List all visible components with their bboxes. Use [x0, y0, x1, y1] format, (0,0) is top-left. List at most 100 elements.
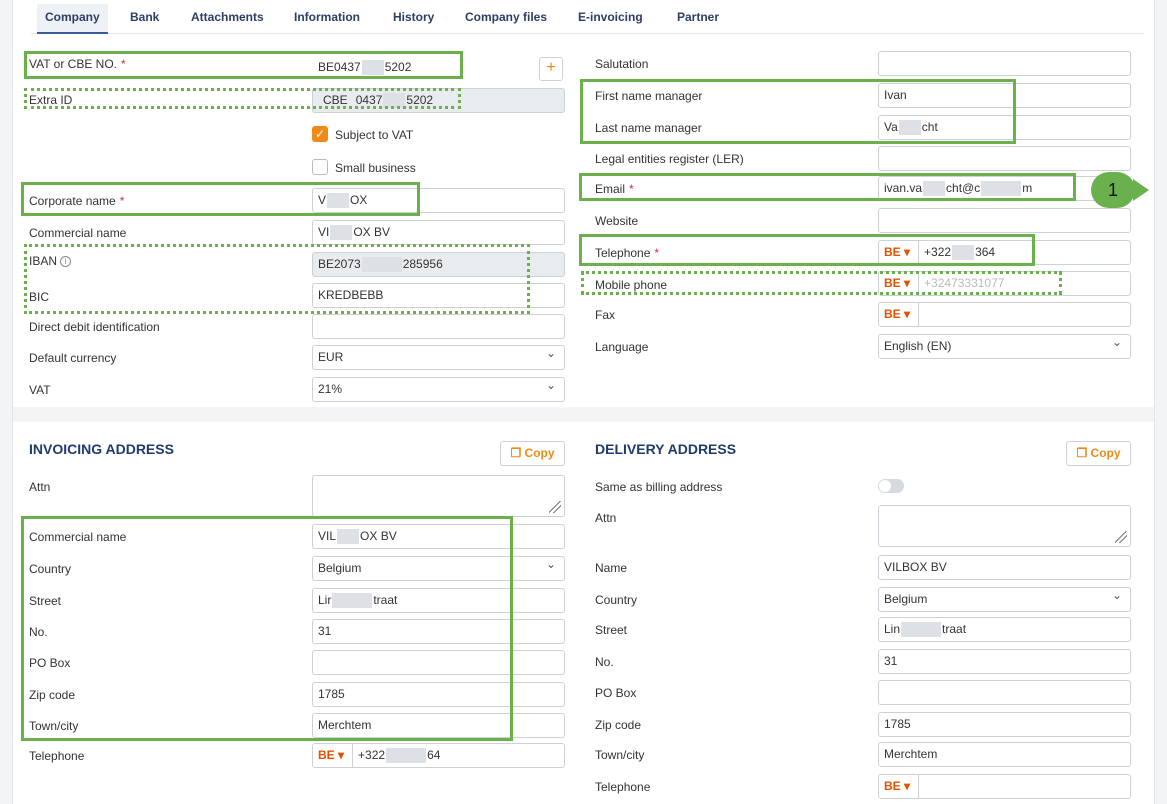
- mobile-phone-input[interactable]: BE ▾ +32473331077: [878, 271, 1131, 296]
- country-code-dropdown[interactable]: BE ▾: [884, 303, 920, 326]
- company-form-page: Company Bank Attachments Information His…: [12, 0, 1155, 804]
- country-code-dropdown[interactable]: BE ▾: [318, 744, 354, 767]
- del-zip-label: Zip code: [595, 718, 642, 732]
- del-town-label: Town/city: [595, 748, 645, 762]
- last-name-input[interactable]: Va cht: [878, 115, 1131, 140]
- default-currency-label: Default currency: [29, 351, 117, 365]
- del-zip-input[interactable]: 1785: [878, 712, 1131, 737]
- tab-e-invoicing[interactable]: E-invoicing: [578, 10, 643, 24]
- inv-country-label: Country: [29, 562, 72, 576]
- commercial-name-label: Commercial name: [29, 226, 127, 240]
- tab-attachments[interactable]: Attachments: [191, 10, 264, 24]
- del-street-input[interactable]: Lin traat: [878, 617, 1131, 642]
- salutation-input[interactable]: [878, 51, 1131, 76]
- same-as-billing-label: Same as billing address: [595, 480, 723, 494]
- inv-zip-label: Zip code: [29, 688, 76, 702]
- vat-rate-label: VAT: [29, 383, 51, 397]
- language-select[interactable]: English (EN): [878, 334, 1131, 359]
- ler-label: Legal entities register (LER): [595, 152, 744, 166]
- inv-commercial-name-input[interactable]: VIL OX BV: [312, 524, 565, 549]
- default-currency-select[interactable]: EUR: [312, 345, 565, 370]
- invoicing-address-title: INVOICING ADDRESS: [29, 441, 174, 457]
- del-telephone-label: Telephone: [595, 780, 651, 794]
- tab-company[interactable]: Company: [37, 4, 108, 34]
- direct-debit-input[interactable]: [312, 314, 565, 339]
- inv-no-input[interactable]: 31: [312, 619, 565, 644]
- add-vat-button[interactable]: +: [539, 57, 563, 81]
- inv-country-select[interactable]: Belgium: [312, 556, 565, 581]
- tab-bank[interactable]: Bank: [130, 10, 160, 24]
- del-name-input[interactable]: VILBOX BV: [878, 555, 1131, 580]
- iban-label: IBAN i: [29, 254, 72, 268]
- fax-label: Fax: [595, 308, 616, 322]
- fax-input[interactable]: BE ▾: [878, 302, 1131, 327]
- commercial-name-input[interactable]: VI OX BV: [312, 220, 565, 245]
- tab-bar: Company Bank Attachments Information His…: [31, 0, 1144, 34]
- inv-no-label: No.: [29, 625, 48, 639]
- inv-attn-label: Attn: [29, 480, 51, 494]
- country-code-dropdown[interactable]: BE ▾: [884, 241, 920, 264]
- del-street-label: Street: [595, 623, 628, 637]
- salutation-label: Salutation: [595, 57, 649, 71]
- del-country-select[interactable]: Belgium: [878, 587, 1131, 612]
- country-code-dropdown[interactable]: BE ▾: [884, 775, 920, 798]
- info-icon[interactable]: i: [60, 256, 72, 268]
- subject-to-vat-checkbox[interactable]: ✓: [312, 126, 328, 142]
- corporate-name-label: Corporate name *: [29, 194, 125, 208]
- telephone-input[interactable]: BE ▾ +322 364: [878, 240, 1131, 265]
- tab-company-files[interactable]: Company files: [465, 10, 548, 24]
- inv-po-box-label: PO Box: [29, 656, 71, 670]
- del-attn-label: Attn: [595, 511, 617, 525]
- copy-icon: ❐: [1076, 446, 1091, 460]
- del-town-input[interactable]: Merchtem: [878, 742, 1131, 767]
- del-no-input[interactable]: 31: [878, 649, 1131, 674]
- step-badge: 1: [1091, 172, 1149, 208]
- inv-street-label: Street: [29, 594, 62, 608]
- vat-input[interactable]: BE0437 5202: [312, 55, 462, 80]
- language-label: Language: [595, 340, 649, 354]
- first-name-label: First name manager: [595, 89, 703, 103]
- bic-label: BIC: [29, 290, 50, 304]
- inv-attn-textarea[interactable]: [312, 475, 565, 517]
- iban-input: BE2073 285956: [312, 252, 565, 277]
- direct-debit-label: Direct debit identification: [29, 320, 160, 334]
- email-input[interactable]: ivan.va cht@c m: [878, 176, 1131, 201]
- inv-commercial-name-label: Commercial name: [29, 530, 127, 544]
- inv-telephone-label: Telephone: [29, 749, 85, 763]
- ler-input[interactable]: [878, 146, 1131, 171]
- del-po-box-input[interactable]: [878, 680, 1131, 705]
- same-as-billing-toggle[interactable]: [878, 479, 904, 493]
- tab-partner[interactable]: Partner: [677, 10, 720, 24]
- inv-town-input[interactable]: Merchtem: [312, 713, 565, 738]
- tab-history[interactable]: History: [393, 10, 435, 24]
- copy-delivery-button[interactable]: ❐ Copy: [1066, 441, 1131, 466]
- del-po-box-label: PO Box: [595, 686, 637, 700]
- extra-id-label: Extra ID: [29, 93, 73, 107]
- del-no-label: No.: [595, 655, 614, 669]
- inv-town-label: Town/city: [29, 719, 79, 733]
- inv-telephone-input[interactable]: BE ▾ +322 64: [312, 743, 565, 768]
- small-business-checkbox[interactable]: [312, 159, 328, 175]
- vat-rate-select[interactable]: 21%: [312, 377, 565, 402]
- section-divider: [13, 407, 1154, 422]
- email-label: Email *: [595, 182, 634, 196]
- del-telephone-input[interactable]: BE ▾: [878, 774, 1131, 799]
- extra-id-input: CBE 0437 5202: [312, 88, 565, 113]
- inv-zip-input[interactable]: 1785: [312, 682, 565, 707]
- subject-to-vat-label: Subject to VAT: [335, 128, 414, 142]
- website-input[interactable]: [878, 208, 1131, 233]
- corporate-name-input[interactable]: V OX: [312, 188, 565, 213]
- del-country-label: Country: [595, 593, 638, 607]
- first-name-input[interactable]: Ivan: [878, 83, 1131, 108]
- small-business-label: Small business: [335, 161, 416, 175]
- inv-po-box-input[interactable]: [312, 650, 565, 675]
- copy-invoicing-button[interactable]: ❐ Copy: [500, 441, 565, 466]
- telephone-label: Telephone *: [595, 246, 660, 260]
- vat-label: VAT or CBE NO. *: [29, 57, 126, 71]
- country-code-dropdown[interactable]: BE ▾: [884, 272, 920, 295]
- website-label: Website: [595, 214, 639, 228]
- del-attn-textarea[interactable]: [878, 505, 1131, 547]
- bic-input[interactable]: KREDBEBB: [312, 283, 565, 308]
- tab-information[interactable]: Information: [294, 10, 360, 24]
- inv-street-input[interactable]: Lir traat: [312, 588, 565, 613]
